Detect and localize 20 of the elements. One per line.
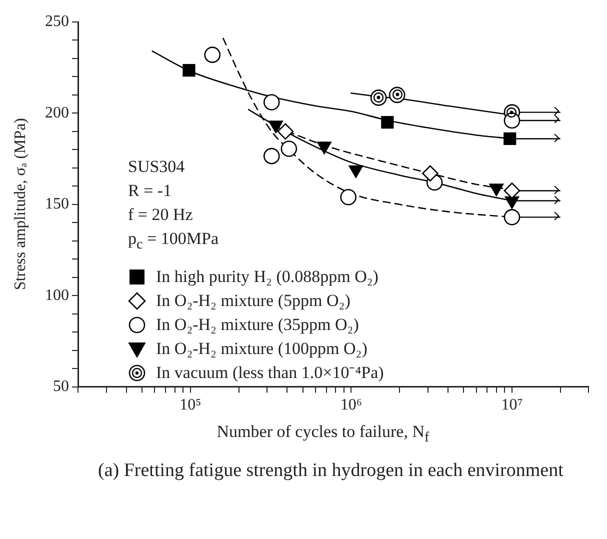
- legend-label: In O₂-H₂ mixture (100ppm O₂): [156, 338, 368, 360]
- x-tick-label: 10⁶: [340, 396, 362, 414]
- y-tick-label: 150: [45, 196, 69, 213]
- legend-label: In O₂-H₂ mixture (35ppm O₂): [156, 314, 359, 336]
- x-tick-label: 10⁵: [180, 396, 202, 414]
- text: (a) Fretting fatigue strength in hydrogen in each environment: [97, 460, 564, 482]
- y-tick-label: 250: [45, 13, 69, 30]
- x-axis-title: Number of cycles to failure, N$_{f}$: [216, 422, 430, 446]
- y-tick-label: 50: [53, 378, 69, 396]
- annotation: p$_{c}$ = 100MPa: [128, 228, 220, 255]
- annotation: R = -1: [128, 180, 173, 202]
- legend-label: In vacuum (less than 1.0×10⁻⁴Pa): [156, 362, 384, 384]
- y-tick-label: 200: [45, 104, 69, 122]
- legend-label: In high purity H₂ (0.088ppm O₂): [156, 266, 378, 288]
- y-axis-title: Stress amplitude, σₐ (MPa): [12, 118, 30, 290]
- legend-label: In O₂-H₂ mixture (5ppm O₂): [156, 290, 350, 312]
- x-tick-label: 10⁷: [501, 396, 523, 414]
- annotation: SUS304: [128, 156, 186, 178]
- annotation: f = 20 Hz: [128, 204, 194, 226]
- y-tick-label: 100: [45, 286, 69, 304]
